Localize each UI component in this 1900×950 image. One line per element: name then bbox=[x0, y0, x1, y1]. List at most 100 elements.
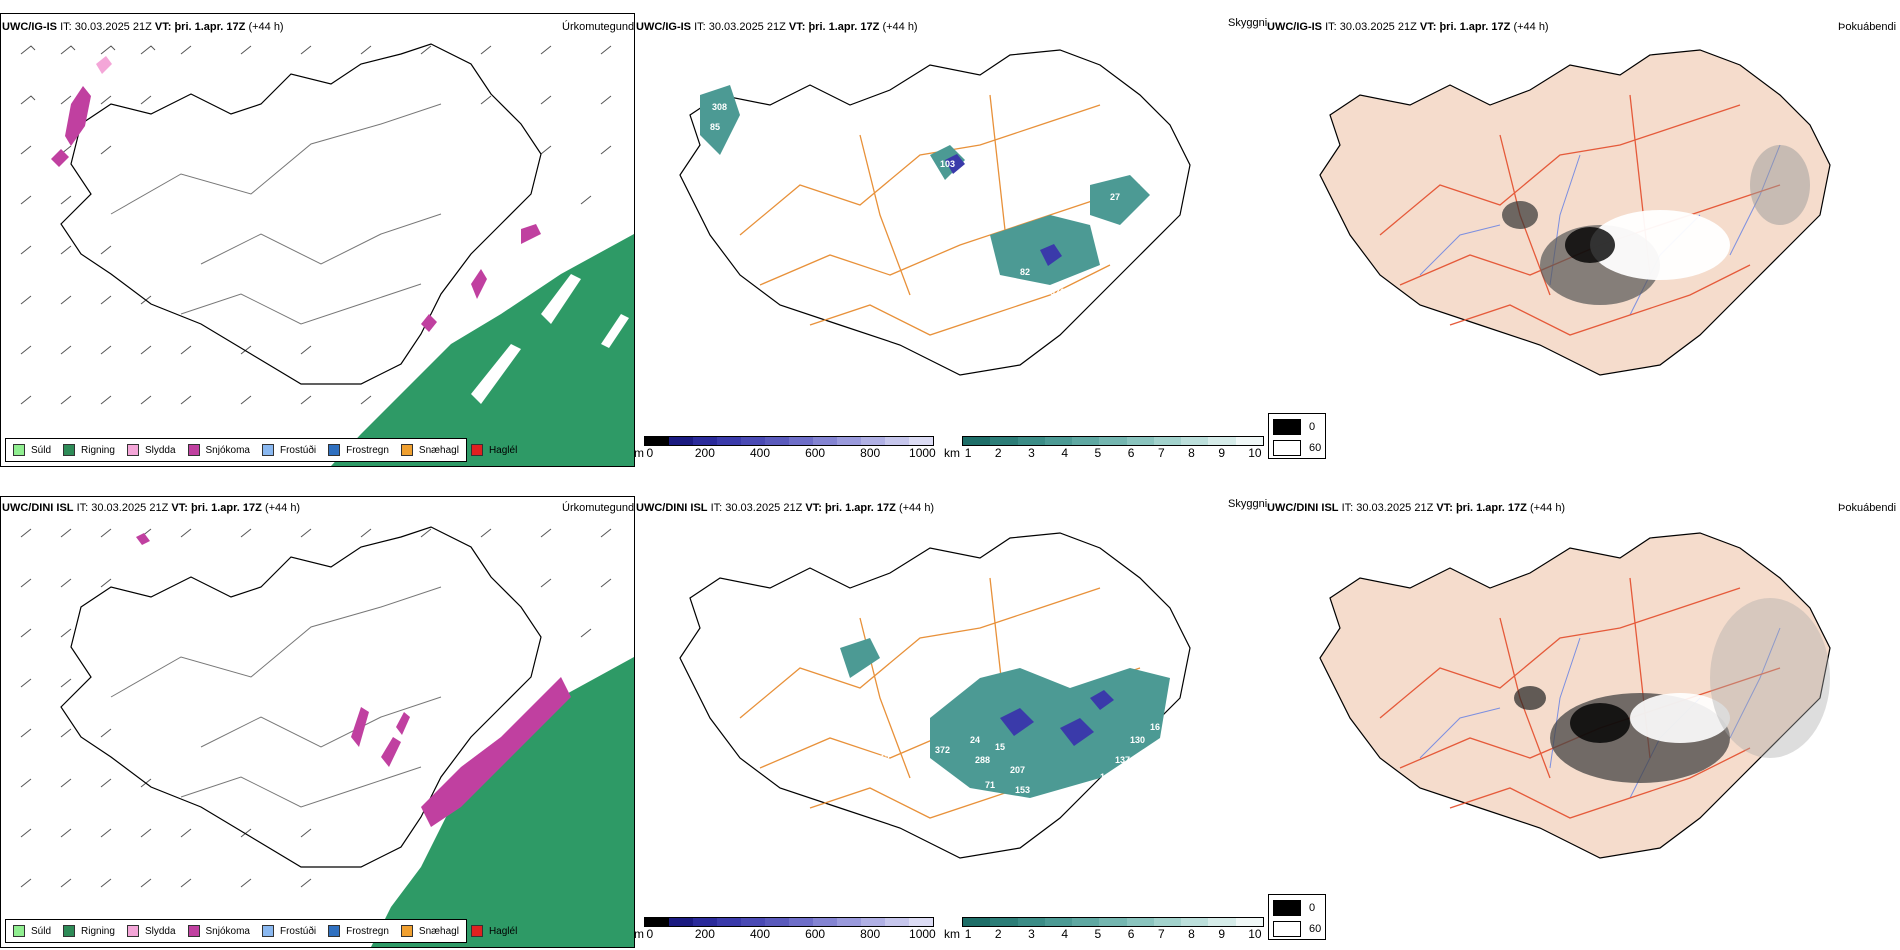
rain-gaps bbox=[471, 274, 629, 404]
roads bbox=[110, 586, 442, 808]
visibility-value-label: 24 bbox=[970, 735, 980, 745]
vt-value: þri. 1.apr. 17Z bbox=[1439, 21, 1511, 33]
coastline bbox=[1319, 49, 1831, 376]
scale-tick: 8 bbox=[1188, 446, 1195, 460]
scale-tick: 200 bbox=[694, 446, 715, 460]
precip-type-panel-row1: Súld Rigning Slydda Snjókoma Frostúði Fr… bbox=[0, 13, 635, 467]
swatch-icon bbox=[187, 444, 200, 456]
visibility-value-label: 16 bbox=[1010, 177, 1020, 187]
vt-label: VT: bbox=[154, 21, 172, 33]
it-value: 30.03.2025 21Z bbox=[74, 21, 152, 33]
swatch-icon bbox=[63, 444, 76, 456]
visibility-value-label: 372 bbox=[935, 745, 950, 755]
swatch-icon bbox=[261, 925, 274, 937]
coastline bbox=[60, 526, 542, 868]
scale-tick: 4 bbox=[1061, 927, 1069, 941]
precip-type-map bbox=[20, 526, 634, 947]
visibility-map: 308 85 12 103 16 27 377 85 82 371 bbox=[679, 49, 1191, 376]
scale-tick: 0 bbox=[646, 446, 654, 460]
swatch-icon bbox=[470, 444, 483, 456]
precip-type-legend: Súld Rigning Slydda Snjókoma Frostúði Fr… bbox=[5, 438, 517, 462]
visibility-value-label: 16 bbox=[1150, 722, 1160, 732]
scale-tick: 200 bbox=[694, 927, 715, 941]
scale-unit-m: m bbox=[634, 446, 644, 460]
it-label: IT: bbox=[1325, 21, 1337, 33]
fog-index-map bbox=[1319, 532, 1831, 859]
legend-label: Slydda bbox=[144, 444, 176, 456]
legend-label: Frostregn bbox=[346, 444, 389, 456]
precip-panel-title: Úrkomutegund bbox=[562, 502, 635, 514]
scale-bar bbox=[962, 436, 1264, 446]
legend-item-frostudi: Frostúði bbox=[261, 925, 317, 937]
precip-type-panel-row2: Súld Rigning Slydda Snjókoma Frostúði Fr… bbox=[0, 496, 635, 948]
rain-area bbox=[331, 234, 634, 466]
rivers bbox=[1419, 627, 1781, 799]
visibility-scale-km: 1 2 3 4 5 6 7 8 9 10 bbox=[962, 436, 1264, 460]
scale-tick: 600 bbox=[805, 927, 826, 941]
visibility-value-label: 288 bbox=[975, 755, 990, 765]
it-value: 30.03.2025 21Z bbox=[1339, 21, 1417, 33]
lead-time: (+44 h) bbox=[882, 21, 918, 33]
legend-label: Súld bbox=[31, 925, 52, 937]
swatch-icon bbox=[13, 444, 25, 456]
scale-tick: 800 bbox=[860, 927, 881, 941]
panel-header: UWC/IG-IS IT: 30.03.2025 21Z VT: þri. 1.… bbox=[2, 20, 284, 34]
scale-bar bbox=[644, 436, 934, 446]
visibility-scale-m: 0 200 400 600 800 1000 bbox=[644, 436, 936, 460]
swatch-icon bbox=[1273, 439, 1301, 456]
visibility-value-label: 207 bbox=[1010, 765, 1025, 775]
visibility-scale-m: 0 200 400 600 800 1000 bbox=[644, 917, 936, 941]
fog-index-map bbox=[1319, 49, 1831, 376]
snow-areas bbox=[136, 533, 571, 827]
legend-item-snjokoma: Snjókoma bbox=[187, 444, 250, 456]
rain-area bbox=[371, 657, 634, 947]
legend-label: Rigning bbox=[81, 925, 115, 937]
legend-label: Frostregn bbox=[346, 925, 389, 937]
visibility-value-label: 308 bbox=[712, 102, 727, 112]
scale-tick: 1 bbox=[964, 927, 972, 941]
scale-unit-km: km bbox=[944, 446, 960, 460]
coastline bbox=[679, 49, 1191, 376]
panel-header: UWC/IG-IS IT: 30.03.2025 21Z VT: þri. 1.… bbox=[636, 20, 918, 34]
scale-tick: 9 bbox=[1218, 927, 1226, 941]
fog-legend: 0 60 bbox=[1268, 413, 1326, 459]
sleet-areas bbox=[96, 56, 112, 74]
fog-legend-label: 60 bbox=[1309, 922, 1322, 935]
scale-bar bbox=[644, 917, 934, 927]
visibility-value-label: 14 bbox=[1090, 788, 1100, 798]
visibility-value-label: 238 bbox=[1055, 800, 1070, 810]
scale-tick: 600 bbox=[805, 446, 826, 460]
swatch-icon bbox=[328, 444, 341, 456]
legend-label: Rigning bbox=[81, 444, 115, 456]
scale-tick: 400 bbox=[749, 927, 771, 941]
legend-label: Frostúði bbox=[279, 925, 317, 937]
model-name: UWC/DINI ISL bbox=[1267, 502, 1339, 514]
legend-item-slydda: Slydda bbox=[126, 444, 176, 456]
low-visibility-areas bbox=[1000, 690, 1114, 746]
fog-legend: 0 60 bbox=[1268, 894, 1326, 940]
swatch-icon bbox=[400, 444, 413, 456]
scale-tick: 10 bbox=[1248, 446, 1262, 460]
legend-item-frostregn: Frostregn bbox=[328, 925, 389, 937]
model-name: UWC/IG-IS bbox=[2, 21, 57, 33]
scale-tick: 8 bbox=[1188, 927, 1195, 941]
lead-time: (+44 h) bbox=[1529, 502, 1566, 514]
low-visibility-areas bbox=[945, 154, 1062, 266]
vt-label: VT: bbox=[805, 502, 822, 514]
legend-item-snjokoma: Snjókoma bbox=[187, 925, 250, 937]
precip-type-legend: Súld Rigning Slydda Snjókoma Frostúði Fr… bbox=[5, 919, 517, 943]
scale-tick: 1 bbox=[964, 446, 972, 460]
scale-tick: 10 bbox=[1248, 927, 1262, 941]
visibility-value-label: 103 bbox=[940, 159, 955, 169]
fog-legend-label: 0 bbox=[1309, 420, 1316, 433]
scale-tick: 800 bbox=[860, 446, 881, 460]
it-label: IT: bbox=[60, 21, 72, 33]
swatch-icon bbox=[126, 925, 139, 937]
swatch-icon bbox=[1273, 899, 1301, 916]
fog-panel-title: Þokuábendi bbox=[1838, 502, 1897, 514]
scale-unit-km: km bbox=[944, 927, 960, 941]
legend-label: Snæhagl bbox=[418, 444, 459, 456]
swatch-icon bbox=[187, 925, 200, 937]
vt-label: VT: bbox=[171, 502, 188, 514]
legend-label: Snjókoma bbox=[205, 444, 250, 456]
